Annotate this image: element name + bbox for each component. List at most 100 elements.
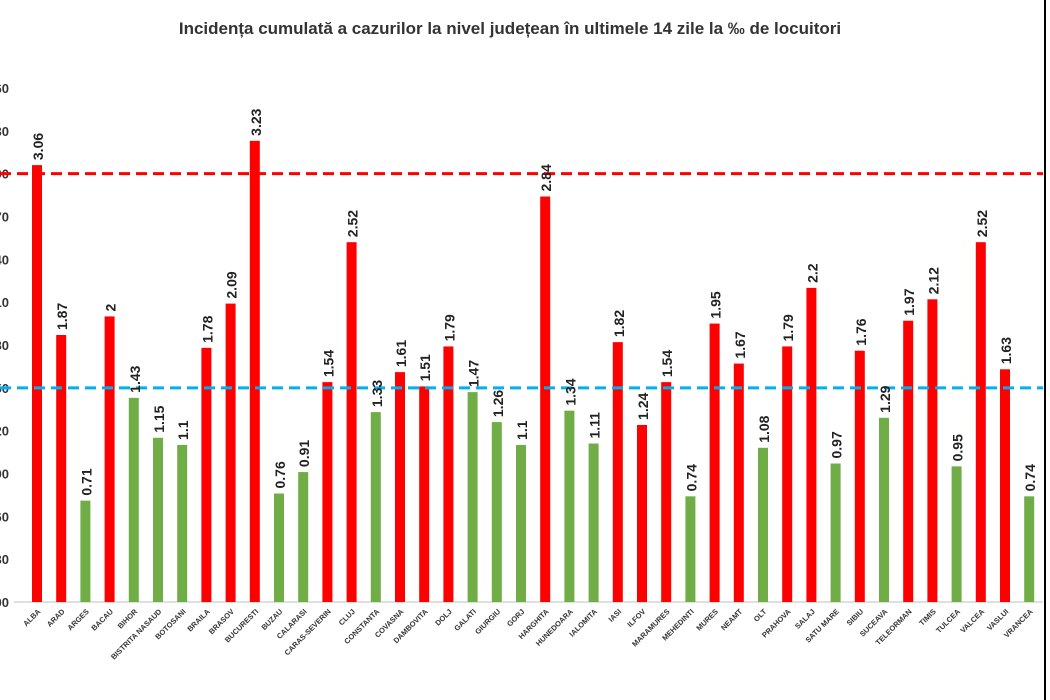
value-label: 1.78 xyxy=(199,315,215,342)
bar xyxy=(758,447,768,602)
value-labels: 3.06 1.87 0.71 2 1.43 1.15 1.1 1.78 2.09 3.23 0.76… xyxy=(30,108,1038,495)
y-tick-label: 3.60 xyxy=(0,81,9,96)
bar xyxy=(733,363,744,602)
bar xyxy=(1000,369,1010,602)
value-label: 1.1 xyxy=(514,420,530,440)
value-label: 0.74 xyxy=(1022,464,1038,491)
value-label: 0.95 xyxy=(950,434,966,461)
value-label: 1.11 xyxy=(587,412,603,439)
category-label: ARGES xyxy=(66,607,91,632)
bar xyxy=(32,165,42,602)
category-label: TIMIS xyxy=(917,607,938,628)
bar xyxy=(346,242,357,602)
value-label: 1.67 xyxy=(732,331,748,358)
value-label: 2.09 xyxy=(224,271,240,298)
category-label: GIURGIU xyxy=(473,607,502,636)
category-label: ALBA xyxy=(21,607,43,629)
value-label: 2.84 xyxy=(538,164,554,191)
bar xyxy=(443,346,454,602)
value-label: 1.15 xyxy=(151,405,167,432)
bar xyxy=(516,444,526,602)
bar xyxy=(661,382,672,602)
value-label: 1.43 xyxy=(127,365,143,392)
value-label: 1.87 xyxy=(54,303,70,330)
chart-title: Incidența cumulată a cazurilor la nivel … xyxy=(179,19,841,38)
bar xyxy=(685,496,696,602)
value-label: 1.97 xyxy=(901,288,917,315)
bar xyxy=(322,382,333,602)
bar xyxy=(395,372,405,602)
y-tick-label: 1.20 xyxy=(0,424,9,439)
y-tick-label: 0.30 xyxy=(0,552,9,567)
bar xyxy=(128,397,139,602)
bar xyxy=(782,346,793,602)
bar xyxy=(298,472,309,602)
value-label: 1.51 xyxy=(417,354,433,381)
value-label: 1.61 xyxy=(393,340,409,367)
category-label: VALCEA xyxy=(958,607,986,635)
category-label: ILFOV xyxy=(625,607,647,629)
value-label: 1.54 xyxy=(320,350,336,377)
bar xyxy=(830,463,841,602)
value-label: 1.82 xyxy=(611,310,627,337)
bar xyxy=(612,342,623,602)
category-label: NEAMT xyxy=(719,607,745,633)
value-label: 3.06 xyxy=(30,133,46,160)
bar xyxy=(927,299,938,602)
bar xyxy=(879,417,889,602)
bar xyxy=(56,335,67,602)
y-tick-label: 0.00 xyxy=(0,595,9,610)
value-label: 2.52 xyxy=(345,210,361,237)
value-label: 0.97 xyxy=(829,431,845,458)
value-label: 2.2 xyxy=(804,263,820,283)
y-axis-ticks: 0.000.300.600.901.201.501.802.102.402.70… xyxy=(0,81,9,610)
category-label: GORJ xyxy=(505,607,526,628)
value-label: 2 xyxy=(103,303,119,311)
bars xyxy=(32,140,1035,603)
bar xyxy=(903,320,914,602)
value-label: 0.71 xyxy=(78,468,94,495)
bar xyxy=(854,350,865,602)
value-label: 1.34 xyxy=(562,378,578,405)
value-label: 0.74 xyxy=(683,464,699,491)
y-tick-label: 1.80 xyxy=(0,338,9,353)
bar xyxy=(540,196,551,602)
bar xyxy=(274,493,284,602)
bar xyxy=(225,303,236,602)
category-label: MURES xyxy=(694,607,720,633)
y-tick-label: 2.40 xyxy=(0,252,9,267)
value-label: 1.1 xyxy=(175,420,191,440)
bar xyxy=(419,386,430,602)
bar xyxy=(564,410,575,602)
y-tick-label: 3.30 xyxy=(0,124,9,139)
bar xyxy=(709,323,720,602)
bar xyxy=(491,422,502,602)
value-label: 3.23 xyxy=(248,108,264,135)
category-label: SIBIU xyxy=(845,607,866,628)
bar xyxy=(370,412,381,602)
y-tick-label: 0.60 xyxy=(0,509,9,524)
value-label: 1.76 xyxy=(853,318,869,345)
category-label: CLUJ xyxy=(337,607,357,627)
category-label: IASI xyxy=(607,607,624,624)
value-label: 1.54 xyxy=(659,350,675,377)
reference-lines xyxy=(0,172,1043,390)
bar xyxy=(467,392,478,602)
bar xyxy=(177,444,188,602)
bar xyxy=(588,443,599,602)
value-label: 0.76 xyxy=(272,461,288,488)
category-label: BACAU xyxy=(89,607,115,633)
value-label: 1.79 xyxy=(780,314,796,341)
bar xyxy=(249,140,260,603)
bar xyxy=(951,466,962,602)
value-label: 1.63 xyxy=(998,337,1014,364)
value-label: 1.95 xyxy=(708,291,724,318)
value-label: 1.29 xyxy=(877,385,893,412)
bar xyxy=(975,242,986,602)
value-label: 2.52 xyxy=(974,210,990,237)
category-label: ARAD xyxy=(45,607,67,629)
category-label: CARAS-SEVERIN xyxy=(283,607,333,657)
value-label: 1.26 xyxy=(490,390,506,417)
bar xyxy=(153,437,163,602)
value-label: 2.12 xyxy=(925,267,941,294)
